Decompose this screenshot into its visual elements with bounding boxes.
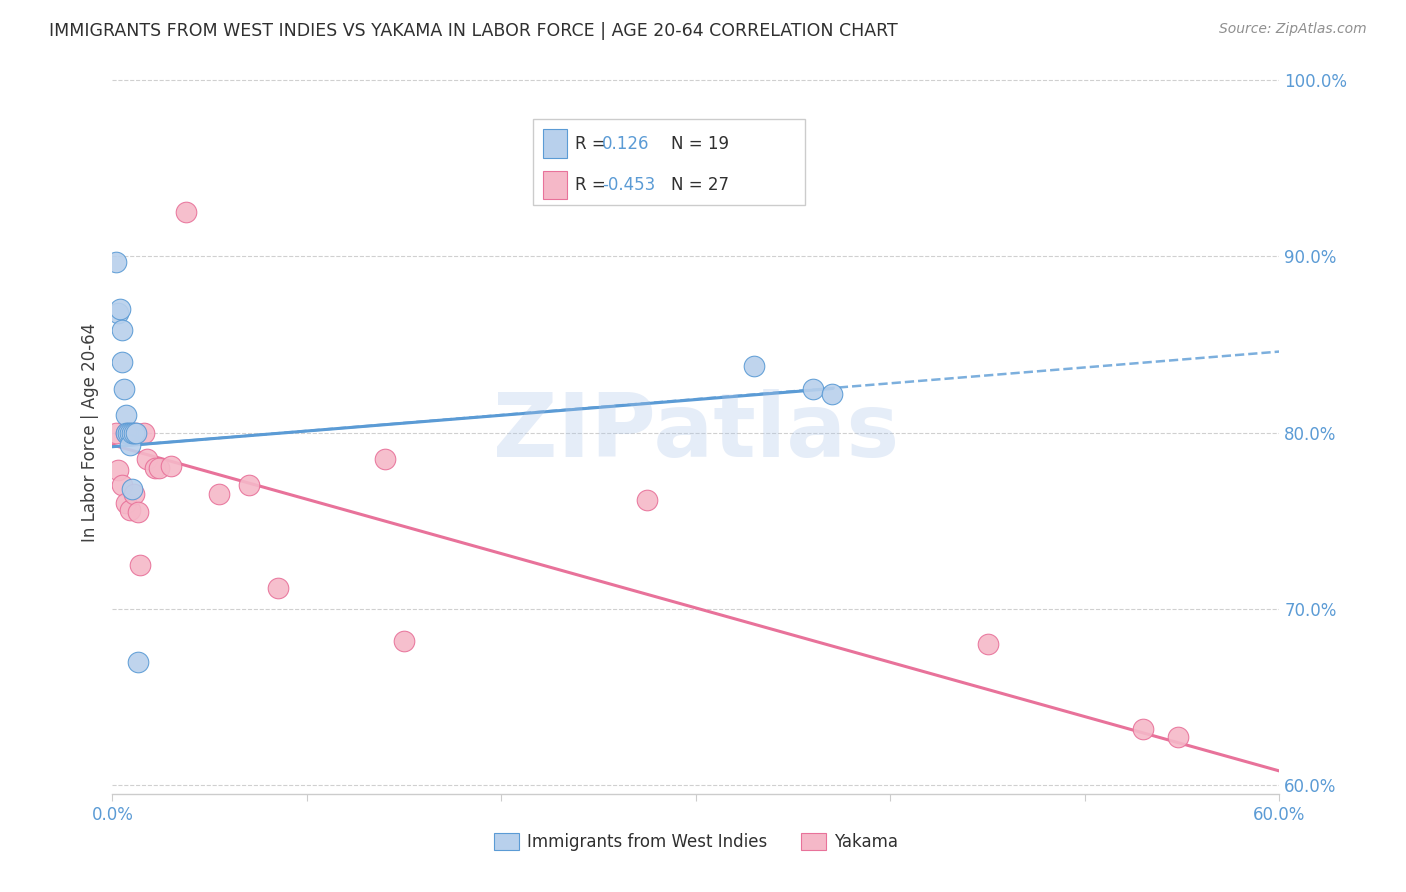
Point [128, 558, 150, 572]
Point [111, 355, 134, 369]
Point [121, 425, 143, 440]
Text: R =: R = [575, 176, 612, 194]
Text: N = 27: N = 27 [672, 176, 730, 194]
Text: IMMIGRANTS FROM WEST INDIES VS YAKAMA IN LABOR FORCE | AGE 20-64 CORRELATION CHA: IMMIGRANTS FROM WEST INDIES VS YAKAMA IN… [49, 22, 898, 40]
Point [136, 452, 159, 467]
Point [636, 492, 658, 507]
Point [117, 425, 139, 440]
Point [125, 425, 148, 440]
Point [117, 425, 139, 440]
Text: N = 19: N = 19 [672, 135, 730, 153]
Point [115, 425, 138, 440]
Point [122, 425, 145, 440]
Point [143, 461, 166, 475]
Point [176, 205, 198, 219]
Text: ZIPatlas: ZIPatlas [494, 389, 898, 476]
Point [267, 581, 290, 595]
Point [801, 382, 824, 396]
Point [115, 496, 138, 510]
Point [821, 387, 844, 401]
Point [105, 254, 128, 268]
Point [125, 425, 148, 440]
Point [118, 438, 141, 452]
Point [976, 637, 998, 651]
Point [118, 425, 141, 440]
Text: Source: ZipAtlas.com: Source: ZipAtlas.com [1219, 22, 1367, 37]
Point [107, 462, 129, 476]
Point [394, 633, 416, 648]
Y-axis label: In Labor Force | Age 20-64: In Labor Force | Age 20-64 [80, 323, 98, 542]
Point [107, 306, 129, 320]
Point [115, 425, 138, 440]
Point [121, 482, 143, 496]
Point [374, 452, 396, 467]
Point [1167, 731, 1189, 745]
Legend: Immigrants from West Indies, Yakama: Immigrants from West Indies, Yakama [486, 826, 905, 858]
Point [118, 503, 141, 517]
Text: 0.126: 0.126 [602, 135, 650, 153]
Point [160, 459, 183, 474]
Point [112, 382, 135, 396]
Text: R =: R = [575, 135, 612, 153]
Point [238, 478, 260, 492]
Point [121, 425, 143, 440]
Point [115, 408, 138, 422]
Point [208, 487, 231, 501]
Point [148, 461, 170, 475]
Point [111, 323, 134, 337]
Point [127, 505, 149, 519]
Point [744, 359, 766, 373]
Text: -0.453: -0.453 [602, 176, 655, 194]
Point [111, 478, 134, 492]
Point [105, 425, 128, 440]
Point [132, 425, 155, 440]
Point [122, 487, 145, 501]
Point [110, 302, 132, 317]
Point [1132, 722, 1154, 736]
Point [127, 655, 149, 669]
